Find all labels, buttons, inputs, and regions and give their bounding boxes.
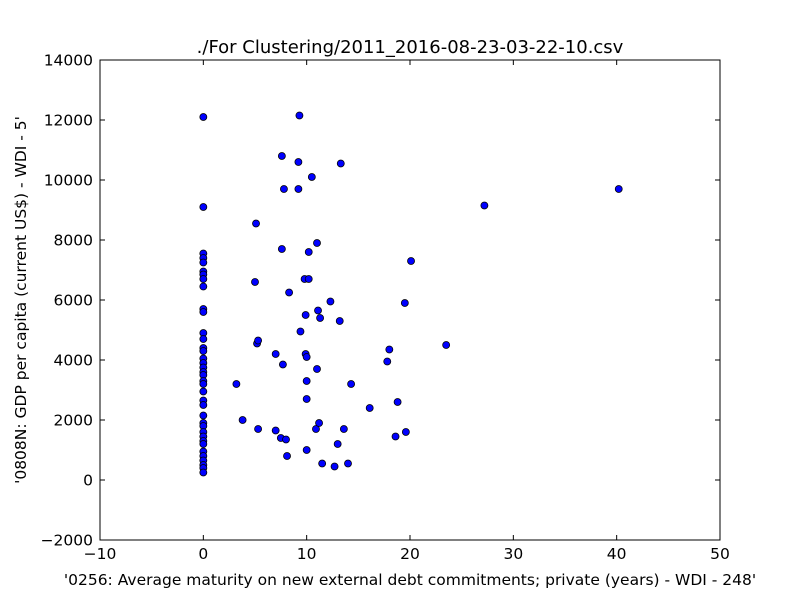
data-point	[302, 377, 311, 385]
data-point	[271, 350, 280, 358]
data-point	[199, 203, 208, 211]
data-point	[314, 306, 322, 315]
data-point	[199, 282, 208, 291]
data-point	[316, 314, 325, 322]
data-point	[383, 357, 392, 366]
data-point	[199, 258, 208, 267]
data-point	[199, 113, 208, 121]
data-point	[271, 426, 280, 435]
data-point	[304, 248, 313, 256]
data-point	[277, 152, 286, 160]
data-point	[318, 459, 327, 468]
data-point	[285, 288, 294, 297]
x-tick-label: 10	[297, 545, 317, 563]
data-point	[251, 278, 259, 286]
data-point	[304, 275, 313, 283]
plot-area	[99, 59, 721, 541]
x-tick-label: 40	[607, 545, 627, 563]
data-point	[480, 201, 489, 210]
data-point	[302, 446, 311, 454]
data-point	[199, 387, 208, 396]
data-point	[315, 419, 323, 427]
data-point	[254, 425, 263, 433]
data-point	[294, 185, 303, 193]
data-point	[614, 185, 623, 193]
data-point	[278, 360, 287, 369]
points-layer	[199, 111, 623, 477]
y-tick-label: 14000	[44, 52, 93, 70]
data-point	[407, 257, 415, 265]
data-point	[199, 401, 208, 409]
data-point	[295, 111, 304, 120]
data-point	[339, 425, 348, 433]
data-point	[277, 245, 286, 253]
data-point	[401, 428, 410, 436]
y-axis-label: '0808N: GDP per capita (current US$) - W…	[12, 116, 30, 484]
x-tick-label: 0	[198, 545, 208, 563]
data-point	[199, 468, 208, 477]
data-point	[344, 459, 352, 468]
data-point	[282, 435, 290, 444]
y-tick-label: 0	[83, 472, 93, 490]
x-axis-ticks: −10 0 10 20 30 40 50	[84, 60, 730, 563]
y-axis-ticks: −2000 0 2000 4000 6000 8000 10000 12000 14000	[41, 52, 720, 550]
x-tick-label: 20	[400, 545, 420, 563]
data-point	[238, 416, 247, 424]
data-point	[199, 347, 208, 355]
y-tick-label: 8000	[54, 232, 93, 250]
chart-title: ./For Clustering/2011_2016-08-23-03-22-1…	[197, 37, 624, 58]
y-tick-label: 12000	[44, 112, 93, 130]
x-tick-label: 50	[710, 545, 730, 563]
y-tick-label: −2000	[41, 532, 93, 550]
x-axis-label: '0256: Average maturity on new external …	[64, 571, 756, 589]
data-point	[254, 336, 263, 345]
data-point	[347, 380, 356, 388]
data-point	[232, 380, 241, 388]
data-point	[336, 159, 345, 168]
data-point	[326, 297, 335, 306]
data-point	[252, 219, 260, 228]
y-tick-label: 10000	[44, 172, 93, 190]
data-point	[199, 308, 208, 316]
data-point	[312, 425, 320, 433]
data-point	[365, 404, 374, 412]
data-point	[313, 239, 321, 247]
data-point	[283, 452, 291, 460]
y-tick-label: 4000	[54, 352, 93, 370]
data-point	[302, 353, 311, 361]
data-point	[294, 158, 303, 166]
data-point	[400, 299, 409, 307]
data-point	[307, 173, 316, 181]
data-point	[335, 317, 344, 325]
y-tick-label: 6000	[54, 292, 93, 310]
data-point	[393, 398, 402, 406]
data-point	[199, 335, 208, 343]
data-point	[385, 345, 394, 354]
x-tick-label: −10	[84, 545, 117, 563]
data-point	[199, 411, 208, 420]
data-point	[301, 311, 310, 319]
y-tick-label: 2000	[54, 412, 93, 430]
data-point	[199, 275, 208, 283]
data-point	[442, 341, 451, 349]
data-point	[302, 395, 311, 403]
plot-frame	[99, 59, 721, 541]
data-point	[280, 185, 288, 193]
data-point	[296, 327, 305, 336]
data-point	[199, 440, 208, 448]
data-point	[333, 440, 342, 448]
data-point	[313, 365, 321, 373]
data-point	[391, 432, 400, 441]
data-point	[199, 380, 208, 388]
data-point	[330, 462, 339, 471]
x-tick-label: 30	[503, 545, 523, 563]
